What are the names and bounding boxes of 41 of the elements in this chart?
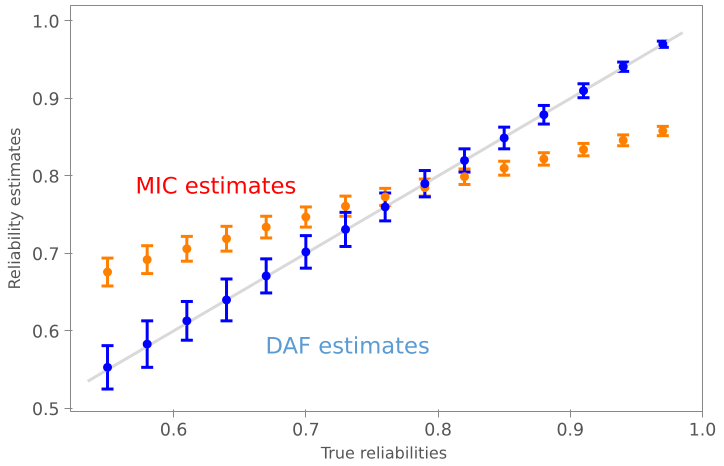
x-tick-label: 0.7 [292,420,320,440]
y-tick-label: 0.5 [32,400,60,420]
point [539,154,548,164]
point [579,145,588,154]
point [301,212,310,222]
point [500,134,509,142]
point [262,271,271,280]
point [500,164,509,173]
point [341,224,350,234]
x-tick-label: 0.6 [160,420,188,440]
y-tick-label: 1.0 [32,12,60,32]
y-tick-label: 0.9 [32,90,60,110]
point [579,86,588,96]
y-tick-label: 0.8 [32,167,60,188]
point [103,362,112,372]
point [182,316,192,326]
point [341,202,350,211]
point [103,268,112,277]
point [142,255,152,264]
point [539,110,548,120]
y-axis-title: Reliability estimates [4,128,24,290]
point [380,202,390,212]
point [460,172,470,182]
point [460,156,470,165]
point [222,295,232,304]
y-tick-label: 0.6 [32,322,60,342]
point [262,222,271,232]
x-tick-label: 0.8 [424,420,452,440]
y-tick-label: 0.7 [32,244,60,265]
point [618,136,628,145]
x-axis-title: True reliabilities [320,444,448,462]
point [420,179,430,188]
annotation: DAF estimates [266,334,430,360]
x-tick-label: 0.9 [556,420,584,440]
point [142,340,152,349]
annotation: MIC estimates [136,174,296,200]
point [182,244,192,254]
point [222,234,232,244]
x-tick-label: 1.0 [688,420,716,440]
point [380,192,390,202]
point [301,247,310,256]
